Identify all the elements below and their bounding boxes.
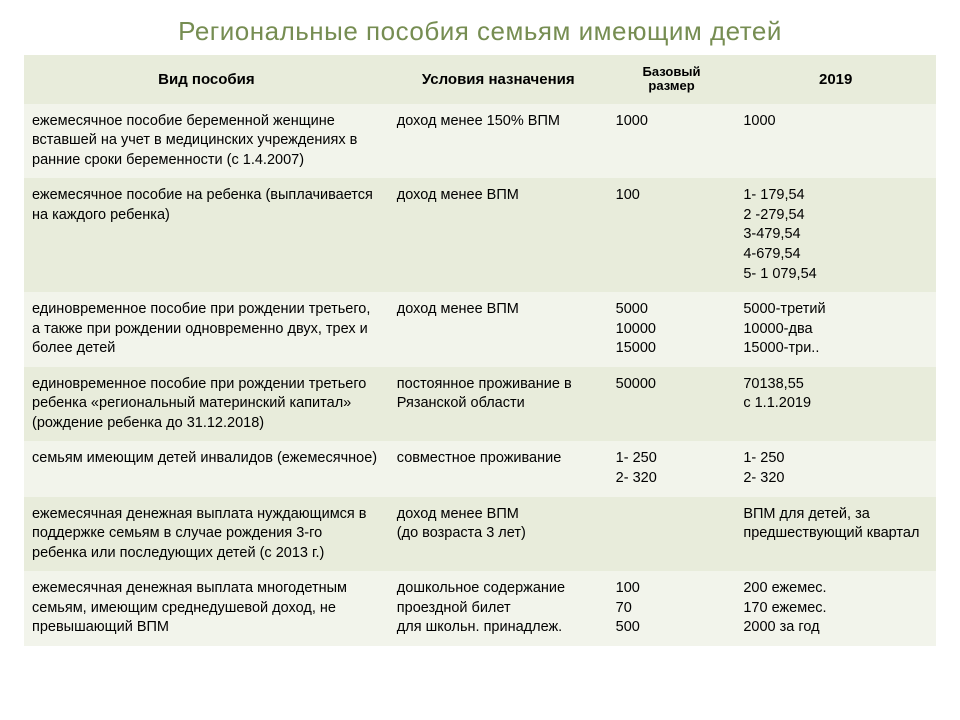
table-row: ежемесячная денежная выплата многодетным…: [24, 571, 936, 646]
cell-base: 50001000015000: [608, 292, 736, 367]
cell-type: ежемесячное пособие беременной женщине в…: [24, 104, 389, 179]
cell-type: единовременное пособие при рождении трет…: [24, 292, 389, 367]
cell-base: 50000: [608, 367, 736, 442]
cell-2019: 5000-третий10000-два15000-три..: [735, 292, 936, 367]
cell-2019: 200 ежемес.170 ежемес.2000 за год: [735, 571, 936, 646]
cell-condition: доход менее ВПМ: [389, 178, 608, 292]
slide: Региональные пособия семьям имеющим дете…: [0, 0, 960, 720]
col-header-type: Вид пособия: [24, 55, 389, 104]
table-row: ежемесячное пособие на ребенка (выплачив…: [24, 178, 936, 292]
cell-2019: ВПМ для детей, за предшествующий квартал: [735, 497, 936, 572]
col-header-base: Базовыйразмер: [608, 55, 736, 104]
cell-type: единовременное пособие при рождении трет…: [24, 367, 389, 442]
table-header: Вид пособия Условия назначения Базовыйра…: [24, 55, 936, 104]
cell-type: семьям имеющим детей инвалидов (ежемесяч…: [24, 441, 389, 496]
table-row: семьям имеющим детей инвалидов (ежемесяч…: [24, 441, 936, 496]
cell-condition: доход менее 150% ВПМ: [389, 104, 608, 179]
cell-2019: 1- 179,542 -279,543-479,544-679,545- 1 0…: [735, 178, 936, 292]
col-header-condition: Условия назначения: [389, 55, 608, 104]
col-header-2019: 2019: [735, 55, 936, 104]
table-row: ежемесячное пособие беременной женщине в…: [24, 104, 936, 179]
table-row: ежемесячная денежная выплата нуждающимся…: [24, 497, 936, 572]
cell-type: ежемесячная денежная выплата нуждающимся…: [24, 497, 389, 572]
cell-base: 10070500: [608, 571, 736, 646]
table-row: единовременное пособие при рождении трет…: [24, 292, 936, 367]
cell-base: 100: [608, 178, 736, 292]
cell-base: 1- 2502- 320: [608, 441, 736, 496]
cell-base: 1000: [608, 104, 736, 179]
cell-2019: 1- 2502- 320: [735, 441, 936, 496]
cell-condition: доход менее ВПМ: [389, 292, 608, 367]
cell-condition: постоянное проживание в Рязанской област…: [389, 367, 608, 442]
page-title: Региональные пособия семьям имеющим дете…: [24, 16, 936, 47]
cell-type: ежемесячное пособие на ребенка (выплачив…: [24, 178, 389, 292]
table-body: ежемесячное пособие беременной женщине в…: [24, 104, 936, 646]
benefits-table: Вид пособия Условия назначения Базовыйра…: [24, 55, 936, 646]
cell-base: [608, 497, 736, 572]
cell-condition: совместное проживание: [389, 441, 608, 496]
cell-type: ежемесячная денежная выплата многодетным…: [24, 571, 389, 646]
cell-2019: 1000: [735, 104, 936, 179]
cell-condition: доход менее ВПМ(до возраста 3 лет): [389, 497, 608, 572]
table-row: единовременное пособие при рождении трет…: [24, 367, 936, 442]
cell-2019: 70138,55с 1.1.2019: [735, 367, 936, 442]
cell-condition: дошкольное содержаниепроездной билетдля …: [389, 571, 608, 646]
